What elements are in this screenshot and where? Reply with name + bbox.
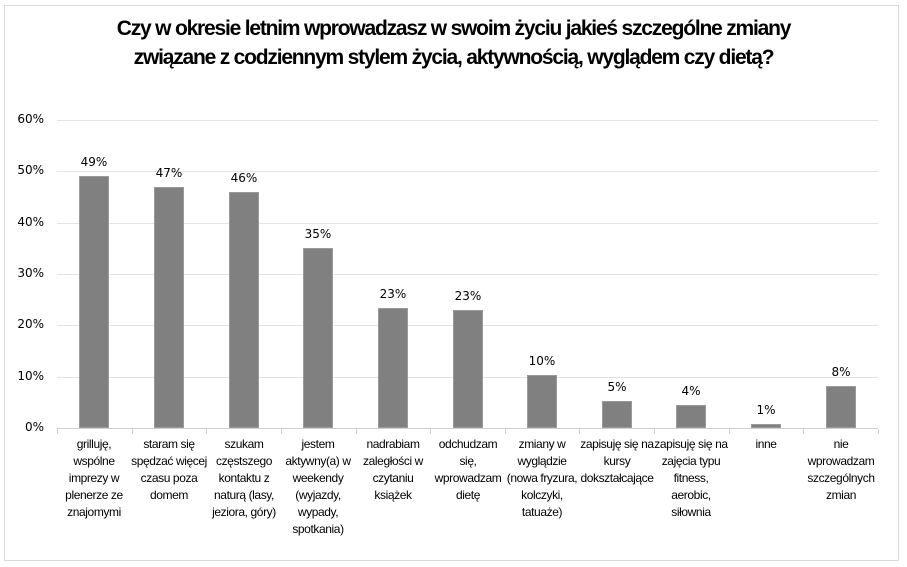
chart-title: Czy w okresie letnim wprowadzasz w swoim… [0,14,907,72]
data-label: 23% [379,287,407,301]
x-category-label: staram się spędzać więcej czasu poza dom… [131,437,207,502]
x-tick [132,429,133,434]
x-category-label: szukam częstszego kontaktu z naturą (las… [212,437,276,519]
x-tick [803,429,804,434]
bar [303,248,333,428]
y-tick-label: 60% [17,112,44,126]
data-label: 10% [528,354,556,368]
x-category-label: zapisuję się na kursy dokształcające [580,437,654,485]
y-tick-label: 50% [17,163,44,178]
x-axis-line [57,428,878,429]
x-category-label: jestem aktywny(a) w weekendy (wyjazdy, w… [285,437,351,536]
x-tick [430,429,431,434]
gridline [57,171,878,172]
y-tick-label: 30% [17,266,44,280]
bar [378,308,408,428]
x-tick [729,429,730,434]
chart-title-line-1: Czy w okresie letnim wprowadzasz w swoim… [116,17,792,40]
bar [602,401,632,428]
x-tick [57,429,58,434]
data-label: 49% [80,155,108,169]
x-tick [505,429,506,434]
x-category-label: inne [755,437,777,451]
x-tick [878,429,879,434]
data-label: 4% [681,384,701,398]
y-tick-label: 40% [17,214,44,229]
bar [751,424,781,428]
x-category-label: grilluję, wspólne imprezy w plenerze ze … [65,437,123,519]
bar [826,386,856,428]
data-label: 46% [230,171,258,185]
data-label: 5% [607,380,627,394]
x-category-label: zmiany w wyglądzie (nowa fryzura, kolczy… [506,437,578,519]
data-label: 35% [304,227,332,241]
x-tick [579,429,580,434]
x-tick [356,429,357,434]
data-label: 1% [756,403,776,417]
data-label: 8% [831,365,851,379]
data-label: 23% [454,289,482,303]
x-category-label: nadrabiam zaległości w czytaniu książek [363,437,423,502]
chart-frame [4,5,899,561]
bar [154,187,184,428]
x-category-label: zapisuję się na zajęcia typu fitness, ae… [654,437,728,519]
data-label: 47% [155,166,183,180]
y-tick-label: 0% [24,420,44,434]
y-tick-label: 10% [17,368,44,383]
gridline [57,223,878,224]
x-category-label: odchudzam się, wprowadzam dietę [434,437,502,502]
chart-title-line-2: związane z codziennym stylem życia, akty… [133,46,775,69]
plot-area: 49% 47% 46% 35% 23% 23% 10% 5% 4% 1% 8% [57,120,879,434]
bar [527,375,557,428]
y-tick-label: 20% [17,317,44,332]
bar [79,176,109,428]
bar [453,310,483,428]
x-category-label: nie wprowadzam szczególnych zmian [807,437,875,502]
gridline [57,120,878,121]
bar [229,192,259,428]
x-tick [206,429,207,434]
gridline [57,274,878,275]
x-tick [281,429,282,434]
x-tick [654,429,655,434]
bar [676,405,706,428]
